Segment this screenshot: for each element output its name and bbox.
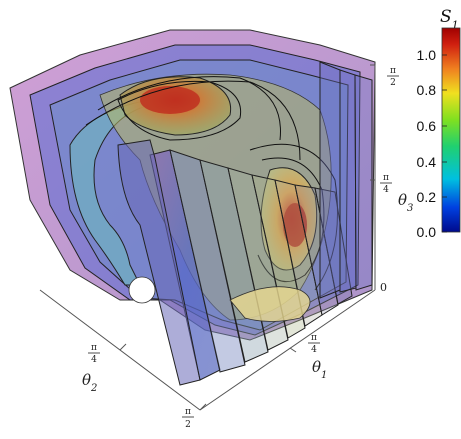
theta3-axis-label: θ3 bbox=[398, 191, 413, 214]
theta2-tick-pi2: π 2 bbox=[182, 407, 194, 430]
svg-text:π: π bbox=[383, 173, 389, 183]
theta3-tick-0: 0 bbox=[380, 281, 387, 294]
bottom-rim bbox=[229, 286, 311, 322]
top-hotspot-center bbox=[140, 86, 200, 114]
svg-text:2: 2 bbox=[390, 78, 396, 88]
svg-text:π: π bbox=[91, 343, 97, 353]
svg-text:π: π bbox=[390, 66, 396, 76]
colorbar-gradient bbox=[441, 27, 461, 233]
colorbar-tick-0.8: 0.8 bbox=[417, 82, 437, 98]
isosurface-group bbox=[9, 29, 376, 386]
theta2-axis-label: θ2 bbox=[82, 371, 97, 394]
white-hole bbox=[128, 276, 156, 304]
right-stacked-edges bbox=[319, 61, 373, 299]
svg-text:4: 4 bbox=[91, 355, 97, 365]
svg-text:π: π bbox=[311, 333, 317, 343]
theta3-tick-pi4: π 4 bbox=[380, 173, 392, 195]
axes bbox=[39, 64, 376, 411]
colorbar-title: S1 bbox=[440, 7, 459, 32]
svg-text:4: 4 bbox=[311, 345, 317, 355]
colorbar-tick-0.0: 0.0 bbox=[417, 224, 437, 240]
colorbar-tick-marks bbox=[442, 54, 447, 233]
colorbar-tick-0.6: 0.6 bbox=[417, 118, 437, 134]
theta1-tick-pi4: π 4 bbox=[308, 333, 320, 355]
colorbar: S1 1.0 0.8 0.6 0.4 0.2 0.0 bbox=[417, 7, 461, 240]
colorbar-tick-1.0: 1.0 bbox=[417, 47, 437, 63]
colorbar-tick-0.4: 0.4 bbox=[417, 154, 437, 170]
theta1-axis-line bbox=[199, 289, 376, 411]
svg-text:2: 2 bbox=[185, 420, 191, 430]
svg-text:4: 4 bbox=[383, 185, 389, 195]
theta1-axis-label: θ1 bbox=[312, 358, 327, 381]
theta3-tick-pi2: π 2 bbox=[387, 66, 399, 88]
colorbar-tick-0.2: 0.2 bbox=[417, 189, 437, 205]
svg-text:π: π bbox=[185, 407, 191, 417]
theta2-tick-pi4: π 4 bbox=[88, 343, 100, 365]
